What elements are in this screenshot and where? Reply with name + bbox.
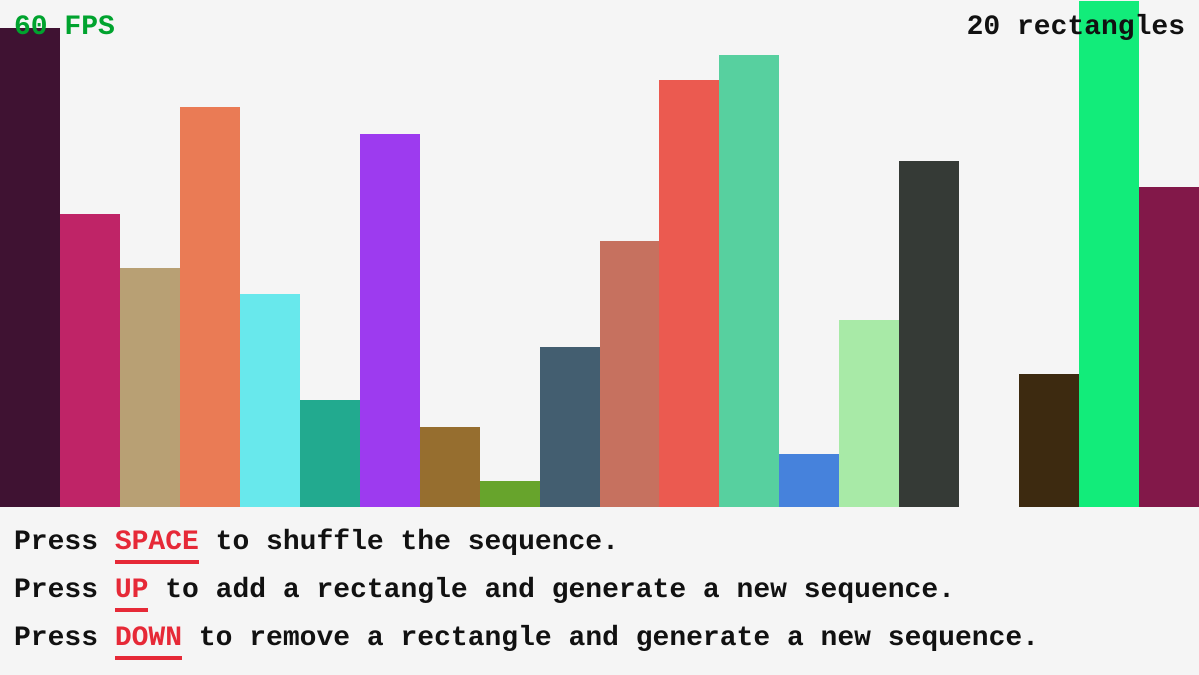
rectangle-bar — [599, 241, 660, 507]
rectangle-bar — [299, 400, 360, 507]
rectangle-bar — [779, 454, 840, 507]
rectangle-count: 20 rectangles — [966, 12, 1185, 43]
rectangle-bar — [119, 268, 180, 507]
rectangle-bar — [1079, 1, 1140, 507]
key-space: SPACE — [114, 527, 199, 564]
instruction-text: Press — [14, 623, 115, 654]
instruction-text: Press — [14, 527, 115, 558]
rectangle-bar — [59, 214, 120, 507]
rectangle-bar — [839, 320, 900, 507]
rectangle-bar — [1019, 374, 1080, 507]
rectangle-bar — [539, 347, 600, 507]
instruction-text: to add a rectangle and generate a new se… — [148, 575, 955, 606]
instruction-remove: Press DOWN to remove a rectangle and gen… — [14, 623, 1039, 660]
instruction-text: Press — [14, 575, 115, 606]
key-up: UP — [114, 575, 149, 612]
instruction-text: to shuffle the sequence. — [198, 527, 619, 558]
instruction-shuffle: Press SPACE to shuffle the sequence. — [14, 527, 619, 564]
rectangle-bar — [239, 294, 300, 507]
rectangle-bar — [179, 107, 240, 507]
key-down: DOWN — [114, 623, 183, 660]
rectangle-bar — [0, 28, 60, 507]
rectangle-bar — [659, 80, 720, 507]
instruction-add: Press UP to add a rectangle and generate… — [14, 575, 955, 612]
rectangle-bar — [899, 161, 960, 507]
rectangle-bar — [419, 427, 480, 507]
rectangle-bar — [719, 55, 780, 507]
fps-counter: 60 FPS — [14, 12, 115, 43]
rectangle-bar — [479, 481, 540, 507]
rectangle-bar — [359, 134, 420, 507]
rectangle-bar — [1139, 187, 1199, 507]
rectangles-area — [0, 1, 1199, 507]
instruction-text: to remove a rectangle and generate a new… — [182, 623, 1039, 654]
